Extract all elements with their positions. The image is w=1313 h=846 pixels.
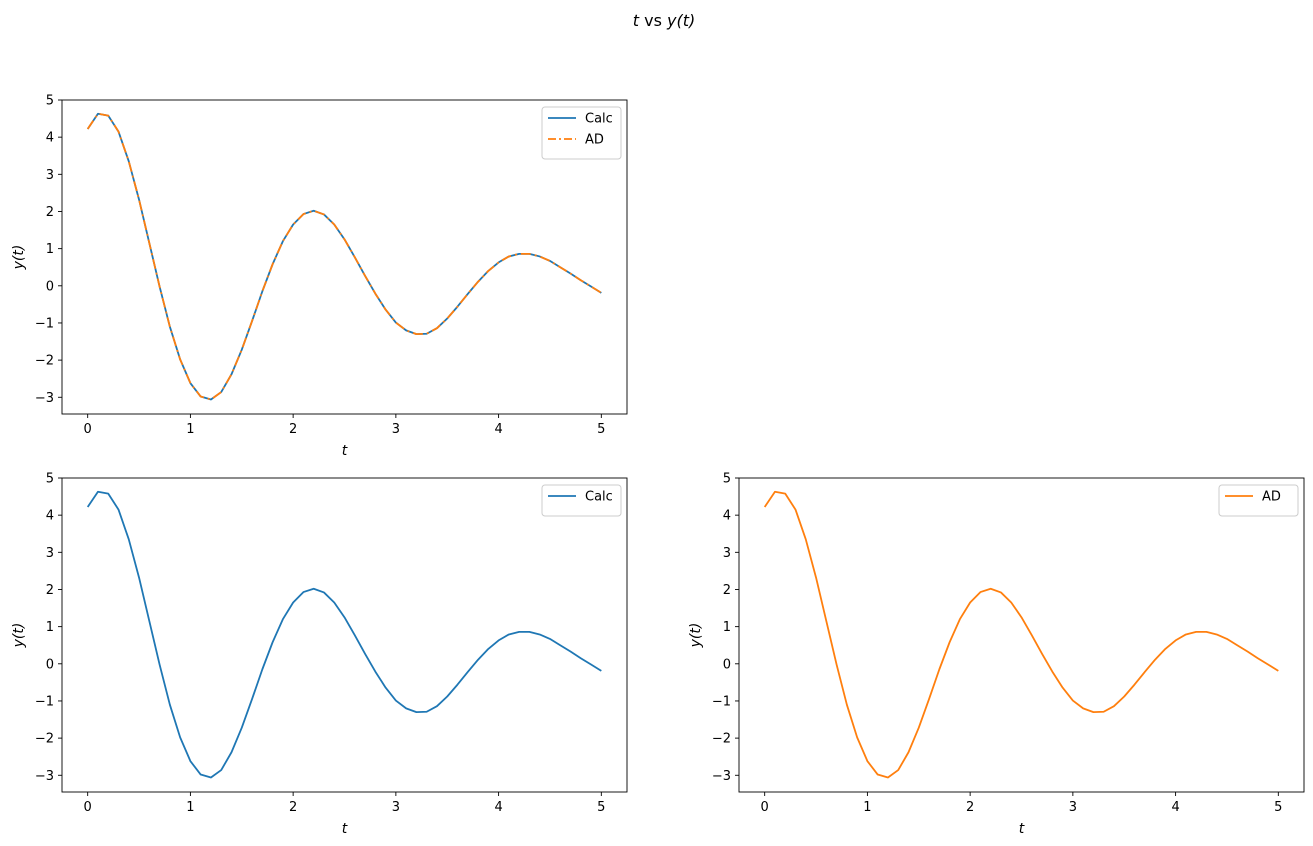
x-tick-label: 5 — [597, 800, 605, 815]
y-tick-label: 2 — [46, 583, 54, 598]
y-tick-label: −1 — [35, 316, 54, 331]
x-tick-label: 2 — [966, 800, 974, 815]
legend-label-ad: AD — [1262, 490, 1281, 505]
y-tick-label: 0 — [46, 657, 54, 672]
x-tick-label: 0 — [84, 800, 92, 815]
legend-label-calc: Calc — [585, 490, 613, 505]
x-tick-label: 5 — [597, 422, 605, 437]
x-axis-label: t — [342, 443, 348, 459]
y-tick-label: −1 — [712, 694, 731, 709]
y-axis-label: y(t) — [11, 623, 27, 649]
y-tick-label: 3 — [723, 546, 731, 561]
x-tick-label: 0 — [84, 422, 92, 437]
series-line-calc — [86, 490, 602, 779]
subplots: 0 1 2 3 4 5 −3 −2 −1 0 1 2 3 4 5 t y(t) Calc AD 0 1 2 3 4 5 −3 −2 −… — [11, 94, 1305, 837]
x-tick-label: 1 — [863, 800, 871, 815]
legend: Calc AD — [541, 106, 622, 160]
y-tick-label: −2 — [35, 732, 54, 747]
x-tick-label: 4 — [494, 800, 502, 815]
y-tick-label: −3 — [35, 769, 54, 784]
y-tick-label: 1 — [723, 620, 731, 635]
y-tick-label: −3 — [712, 769, 731, 784]
x-tick-label: 3 — [392, 800, 400, 815]
legend-label-calc: Calc — [585, 112, 613, 127]
y-tick-label: 4 — [723, 509, 731, 524]
series-line-calc — [86, 112, 602, 401]
subplot-top-left: 0 1 2 3 4 5 −3 −2 −1 0 1 2 3 4 5 t y(t) Calc AD — [11, 94, 628, 459]
y-tick-label: 1 — [46, 620, 54, 635]
y-tick-label: 5 — [46, 94, 54, 109]
x-tick-label: 2 — [289, 800, 297, 815]
series-line-ad — [86, 112, 602, 401]
legend-frame — [1218, 484, 1299, 517]
x-tick-label: 4 — [494, 422, 502, 437]
x-tick-label: 1 — [186, 800, 194, 815]
series-line-ad — [763, 490, 1279, 779]
subplot-bottom-left: 0 1 2 3 4 5 −3 −2 −1 0 1 2 3 4 5 t y(t) Calc — [11, 472, 628, 837]
x-tick-label: 2 — [289, 422, 297, 437]
x-tick-label: 0 — [761, 800, 769, 815]
y-tick-label: 1 — [46, 242, 54, 257]
legend-label-ad: AD — [585, 133, 604, 148]
axes-frame — [61, 99, 628, 415]
y-tick-label: 3 — [46, 168, 54, 183]
x-tick-label: 1 — [186, 422, 194, 437]
x-axis-label: t — [1019, 821, 1025, 837]
y-tick-label: −2 — [712, 732, 731, 747]
y-tick-label: 0 — [46, 279, 54, 294]
subplot-bottom-right: 0 1 2 3 4 5 −3 −2 −1 0 1 2 3 4 5 t y(t) AD — [688, 472, 1305, 837]
y-tick-label: 3 — [46, 546, 54, 561]
x-tick-label: 3 — [1069, 800, 1077, 815]
x-axis-label: t — [342, 821, 348, 837]
y-tick-label: 2 — [46, 205, 54, 220]
legend-frame — [541, 484, 622, 517]
y-tick-label: 5 — [46, 472, 54, 487]
y-axis-label: y(t) — [688, 623, 704, 649]
y-tick-label: 4 — [46, 131, 54, 146]
figure-title: t vs y(t) — [633, 11, 696, 30]
y-axis-label: y(t) — [11, 245, 27, 271]
y-tick-label: 0 — [723, 657, 731, 672]
x-tick-label: 3 — [392, 422, 400, 437]
y-tick-label: −3 — [35, 391, 54, 406]
y-tick-label: −2 — [35, 354, 54, 369]
legend-frame — [541, 106, 622, 160]
x-tick-label: 4 — [1171, 800, 1179, 815]
y-tick-label: 4 — [46, 509, 54, 524]
axes-frame — [61, 477, 628, 793]
legend: AD — [1218, 484, 1299, 517]
axes-frame — [738, 477, 1305, 793]
legend: Calc — [541, 484, 622, 517]
y-tick-label: −1 — [35, 694, 54, 709]
x-tick-label: 5 — [1274, 800, 1282, 815]
y-tick-label: 2 — [723, 583, 731, 598]
y-tick-label: 5 — [723, 472, 731, 487]
